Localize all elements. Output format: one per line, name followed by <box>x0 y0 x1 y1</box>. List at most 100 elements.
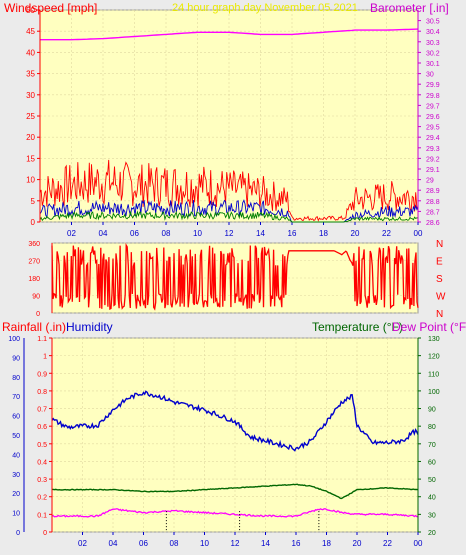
direction-tick-label: 180 <box>28 276 40 283</box>
humidity-xtick-label: 00 <box>414 539 423 548</box>
direction-compass-label: N <box>436 309 443 320</box>
temp-tick-label: 90 <box>428 407 436 414</box>
humidity-xtick-label: 08 <box>170 539 179 548</box>
humidity-xtick-label: 20 <box>353 539 362 548</box>
barometer-tick-label: 29.4 <box>426 135 440 142</box>
humidity-tick-label: 80 <box>12 375 20 382</box>
windspeed-line <box>39 159 419 222</box>
wind-xtick-label: 04 <box>99 229 108 238</box>
wind-xtick-label: 02 <box>67 229 76 238</box>
barometer-tick-label: 30.1 <box>426 61 440 68</box>
humidity-tick-label: 100 <box>8 336 20 343</box>
barometer-tick-label: 28.7 <box>426 209 440 216</box>
humidity-xtick-label: 16 <box>292 539 301 548</box>
direction-compass-label: N <box>436 239 443 250</box>
temperature-line <box>52 483 419 500</box>
dewpoint-line <box>52 508 419 518</box>
direction-tick-label: 360 <box>28 241 40 248</box>
humidity-tick-label: 10 <box>12 511 20 518</box>
rain-tick-label: 0.6 <box>37 424 47 431</box>
temperature-axis-title: Temperature (°F) <box>312 320 403 334</box>
humidity-xtick-label: 14 <box>261 539 270 548</box>
barometer-tick-label: 29.3 <box>426 146 440 153</box>
direction-tick-label: 90 <box>32 294 40 301</box>
wind-tick-label: 20 <box>26 133 35 142</box>
rain-tick-label: 0.1 <box>37 512 47 519</box>
rain-tick-label: 0.5 <box>37 442 47 449</box>
rain-tick-label: 0.4 <box>37 459 47 466</box>
barometer-tick-label: 29 <box>426 178 434 185</box>
humidity-xtick-label: 10 <box>200 539 209 548</box>
dewpoint-axis-title: Dew Point (°F) <box>392 320 466 334</box>
wind-xtick-label: 00 <box>414 229 423 238</box>
rain-tick-label: 0.9 <box>37 371 47 378</box>
wind-xtick-label: 12 <box>225 229 234 238</box>
wind-xtick-label: 20 <box>351 229 360 238</box>
barometer-tick-label: 28.9 <box>426 188 440 195</box>
rain-tick-label: 0.2 <box>37 495 47 502</box>
barometer-tick-label: 29.7 <box>426 103 440 110</box>
temp-tick-label: 80 <box>428 424 436 431</box>
humidity-line <box>51 390 419 452</box>
wind-xtick-label: 08 <box>162 229 171 238</box>
wind-direction-line <box>51 243 419 311</box>
windspeed-axis-title: Windspeed [mph] <box>4 1 98 15</box>
humidity-xtick-label: 12 <box>231 539 240 548</box>
wind-tick-label: 25 <box>26 112 35 121</box>
barometer-tick-label: 28.6 <box>426 220 440 227</box>
humidity-tick-label: 0 <box>16 530 20 537</box>
wind-xtick-label: 06 <box>130 229 139 238</box>
temp-tick-label: 100 <box>428 389 440 396</box>
wind-tick-label: 0 <box>31 218 36 227</box>
wind-xtick-label: 22 <box>382 229 391 238</box>
temp-tick-label: 70 <box>428 442 436 449</box>
barometer-axis-title: Barometer [.in] <box>370 1 449 15</box>
rain-tick-label: 0 <box>43 530 47 537</box>
wind-tick-label: 50 <box>26 6 35 15</box>
rain-tick-label: 0.7 <box>37 407 47 414</box>
direction-tick-label: 270 <box>28 259 40 266</box>
temp-tick-label: 50 <box>428 477 436 484</box>
wind-tick-label: 5 <box>31 197 36 206</box>
temp-tick-label: 40 <box>428 495 436 502</box>
wind-tick-label: 40 <box>26 48 35 57</box>
temp-tick-label: 30 <box>428 512 436 519</box>
rain-tick-label: 0.3 <box>37 477 47 484</box>
humidity-xtick-label: 02 <box>78 539 87 548</box>
wind-tick-label: 30 <box>26 91 35 100</box>
direction-compass-label: S <box>436 274 443 285</box>
direction-compass-label: W <box>436 292 446 303</box>
humidity-tick-label: 70 <box>12 394 20 401</box>
wind-tick-label: 35 <box>26 70 35 79</box>
barometer-line <box>40 28 419 41</box>
barometer-tick-label: 30 <box>426 72 434 79</box>
barometer-tick-label: 30.5 <box>426 19 440 26</box>
direction-compass-label: E <box>436 257 443 268</box>
humidity-tick-label: 20 <box>12 491 20 498</box>
barometer-tick-label: 30.2 <box>426 50 440 57</box>
humidity-xtick-label: 06 <box>139 539 148 548</box>
barometer-tick-label: 28.8 <box>426 199 440 206</box>
wind-xtick-label: 18 <box>319 229 328 238</box>
barometer-tick-label: 29.5 <box>426 125 440 132</box>
humidity-tick-label: 30 <box>12 472 20 479</box>
humidity-tick-label: 50 <box>12 433 20 440</box>
wind-low-line <box>39 210 419 223</box>
rain-tick-label: 0.8 <box>37 389 47 396</box>
wind-xtick-label: 10 <box>193 229 202 238</box>
humidity-xtick-label: 18 <box>322 539 331 548</box>
wind-tick-label: 10 <box>26 176 35 185</box>
wind-mid-line <box>39 199 419 223</box>
wind-xtick-label: 16 <box>288 229 297 238</box>
humidity-xtick-label: 22 <box>383 539 392 548</box>
wind-tick-label: 15 <box>26 154 35 163</box>
wind-xtick-label: 14 <box>256 229 265 238</box>
temp-tick-label: 130 <box>428 336 440 343</box>
barometer-tick-label: 29.1 <box>426 167 440 174</box>
rainfall-axis-title: Rainfall (.in) <box>2 320 67 334</box>
direction-tick-label: 0 <box>36 311 40 318</box>
humidity-tick-label: 40 <box>12 452 20 459</box>
humidity-xtick-label: 04 <box>109 539 118 548</box>
